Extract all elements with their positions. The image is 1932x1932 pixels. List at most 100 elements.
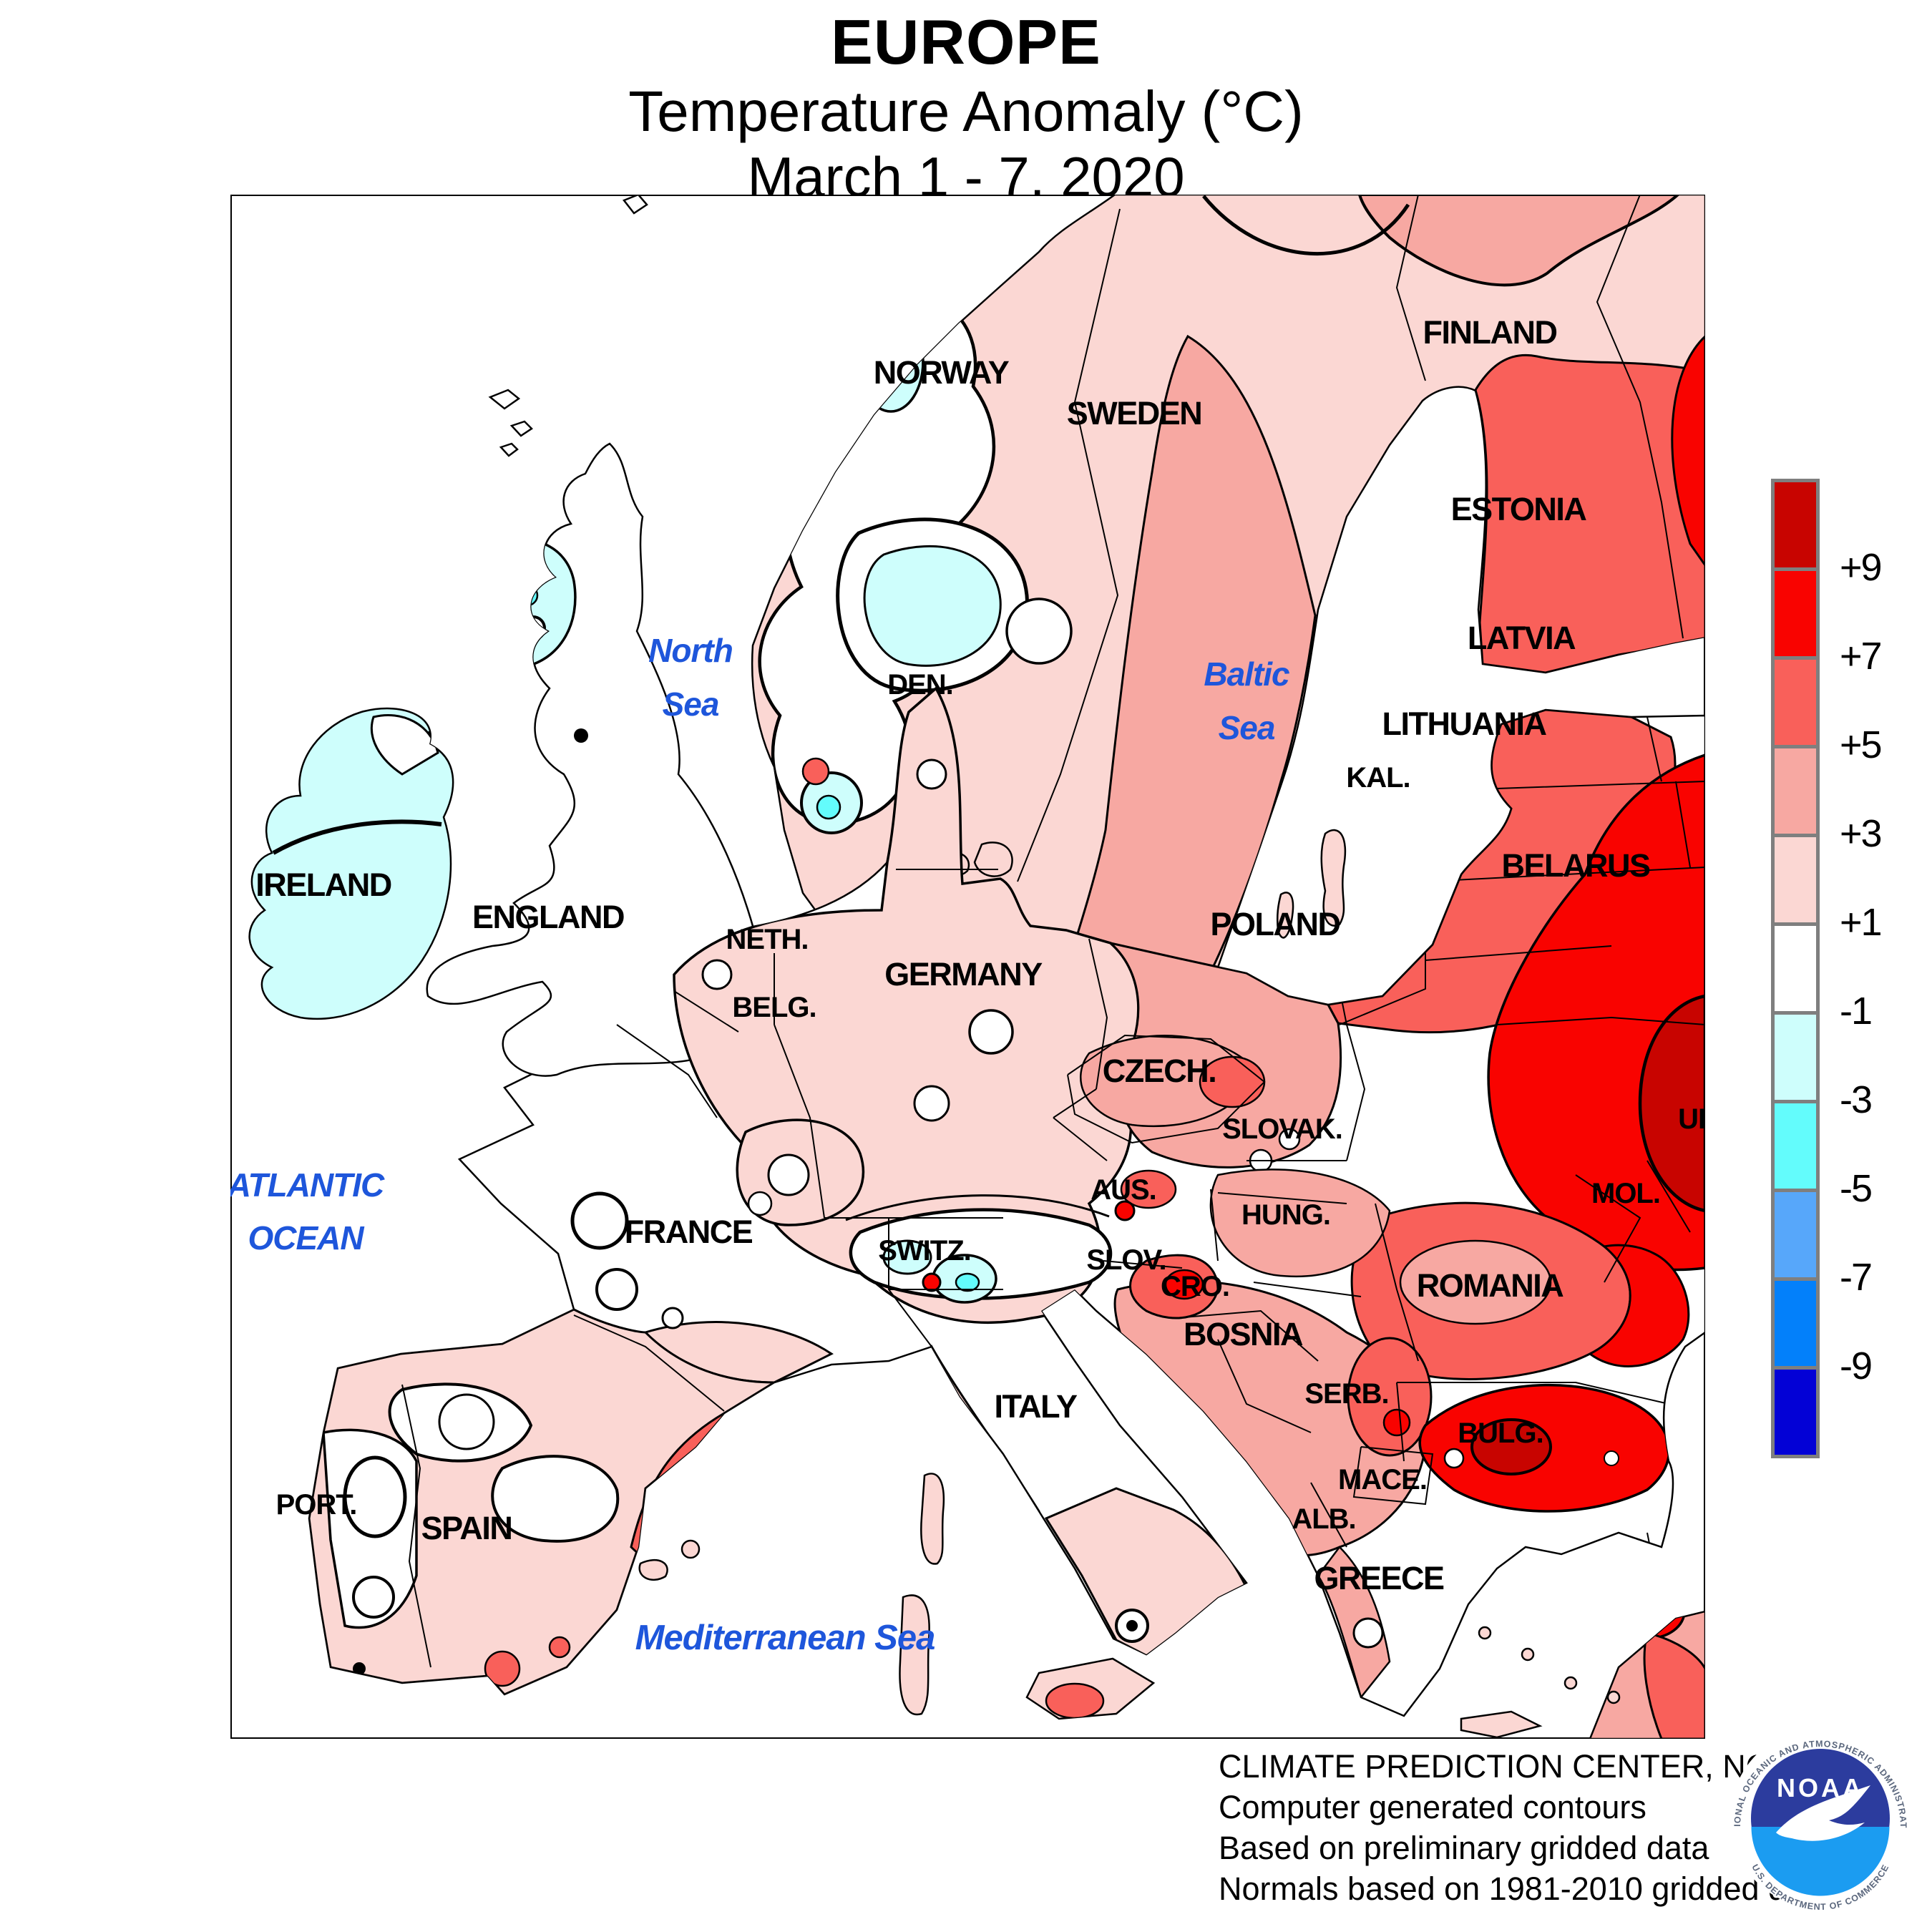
region-czech-plus3 (1080, 1035, 1255, 1128)
map-label-alb: ALB. (1292, 1503, 1355, 1535)
region-romania-east-plus7 (1588, 1244, 1690, 1367)
region-ulster-white (370, 713, 439, 776)
spot-aegean-minus1 (1639, 1599, 1664, 1624)
spot-austria-plus7 (1114, 1200, 1136, 1221)
map-label-belg: BELG. (732, 992, 816, 1023)
legend-label-+3: +3 (1840, 812, 1883, 855)
legend-label--1: -1 (1840, 990, 1873, 1033)
region-serbia-east-plus5 (1347, 1337, 1433, 1457)
spot-sweden-white (1005, 597, 1073, 665)
legend-cell-1 (1771, 567, 1820, 660)
noaa-logo-icon: NATIONAL OCEANIC AND ATMOSPHERIC ADMINIS… (1730, 1728, 1911, 1911)
spot-germany-white-1 (968, 1009, 1014, 1055)
region-bulgaria-plus9 (1470, 1418, 1552, 1475)
spot-greece-white (1352, 1617, 1384, 1649)
map-label-slov: SLOV. (1086, 1244, 1166, 1276)
spot-france-white-1 (767, 1153, 810, 1196)
map-label-greece: GREECE (1314, 1560, 1444, 1596)
contour-france-ring-3 (661, 1307, 684, 1330)
region-pyrenees-minus1 (791, 1465, 836, 1500)
contour-scotland-ring (520, 615, 546, 641)
map-label-estonia: ESTONIA (1451, 491, 1587, 527)
legend-cell-5 (1771, 922, 1820, 1015)
contour-portugal-dot (353, 1662, 366, 1675)
legend-label-+5: +5 (1840, 723, 1883, 766)
spot-serbia-plus7 (1382, 1408, 1411, 1437)
island-aegean-2 (1521, 1647, 1535, 1662)
island-mallorca (638, 1559, 668, 1581)
legend-label--7: -7 (1840, 1256, 1873, 1299)
legend-cell-8 (1771, 1189, 1820, 1281)
islands-shetland (622, 195, 648, 215)
contour-spain-ring-1 (438, 1393, 495, 1450)
region-norway-minus3-south (816, 794, 841, 820)
legend-label--3: -3 (1840, 1078, 1873, 1121)
legend-label--5: -5 (1840, 1167, 1873, 1210)
map-label-cro: CRO. (1161, 1271, 1229, 1302)
contour-pyrenees-ring (779, 1456, 848, 1509)
region-swiss-minus3 (955, 1272, 980, 1292)
legend-label-+9: +9 (1840, 546, 1883, 589)
map-label-port: PORT. (276, 1489, 357, 1521)
contour-italy-toe-dot (1126, 1620, 1138, 1631)
spot-bulgaria-white-2 (1604, 1450, 1619, 1466)
region-swiss-minus1-west (882, 1239, 932, 1275)
region-turkey-plus5 (1643, 1631, 1705, 1739)
map-label-bulg: BULG. (1458, 1418, 1543, 1449)
attribution-line-1: CLIMATE PREDICTION CENTER, NOAA (1219, 1748, 1814, 1785)
map-label-italy: ITALY (994, 1388, 1078, 1425)
attribution: CLIMATE PREDICTION CENTER, NOAA Computer… (1219, 1746, 1831, 1909)
region-spain-nw-white (388, 1382, 533, 1463)
legend-cell-7 (1771, 1100, 1820, 1192)
noaa-logo-wordmark: NOAA (1777, 1773, 1864, 1802)
spot-slovakia-white (1278, 1128, 1301, 1151)
island-aegean-3 (1563, 1676, 1578, 1690)
legend-cell-2 (1771, 656, 1820, 748)
region-transylvania-plus3 (1399, 1239, 1552, 1325)
legend-label--9: -9 (1840, 1345, 1873, 1387)
contour-france-ring-2 (595, 1268, 638, 1311)
map-label-poland: POLAND (1211, 906, 1340, 942)
islands-faroe (488, 389, 533, 457)
map-label-mol: MOL. (1591, 1178, 1660, 1209)
country-borders (401, 195, 1705, 1668)
spot-germany-white-2 (913, 1085, 950, 1122)
legend-label-+1: +1 (1840, 901, 1883, 944)
map-label-mediterranean-sea: Mediterranean Sea (635, 1619, 935, 1657)
spot-spain-south-plus5-1 (484, 1650, 521, 1687)
map-label-england: ENGLAND (472, 899, 624, 935)
island-minorca (680, 1539, 701, 1559)
map-label-ukr: UKR. (1678, 1103, 1705, 1135)
region-karelia-plus7 (1671, 333, 1705, 569)
map-labels: North Sea Baltic Sea ATLANTIC OCEAN Mediterran… (230, 314, 1705, 1657)
region-alps-zero-band (849, 1208, 1113, 1300)
contour-alps-outer (845, 1194, 1110, 1221)
contour-arc-top (1202, 195, 1410, 255)
island-corsica (920, 1473, 945, 1565)
region-scotland-minus3 (516, 584, 539, 607)
map-label-latvia: LATVIA (1468, 620, 1576, 656)
region-greece-west-plus3 (1317, 1546, 1391, 1699)
map-label-lithuania: LITHUANIA (1382, 706, 1547, 742)
map-label-ireland: IRELAND (255, 867, 391, 903)
anomaly-shading (272, 195, 1705, 1739)
map-label-romania: ROMANIA (1417, 1267, 1563, 1304)
map-label-germany: GERMANY (884, 956, 1043, 992)
region-spain-central-white (491, 1455, 620, 1543)
island-crete (1460, 1710, 1541, 1739)
legend-cell-10 (1771, 1366, 1820, 1458)
spot-denmark-white (916, 758, 947, 790)
map-label-atlantic-ocean: ATLANTIC OCEAN (230, 1166, 385, 1257)
legend-cell-4 (1771, 834, 1820, 926)
region-sicily-plus5 (1045, 1682, 1105, 1719)
island-aegean-4 (1606, 1690, 1621, 1704)
map-label-mace: MACE. (1338, 1464, 1427, 1496)
map-label-baltic-sea: Baltic Sea (1204, 655, 1289, 746)
map-label-switz: SWITZ. (878, 1235, 971, 1267)
contour-england-dot-1 (574, 728, 588, 743)
spot-norway-coast-salmon (801, 757, 830, 786)
spot-netherlands-white (701, 959, 733, 990)
contour-portugal-ring-2 (352, 1576, 395, 1619)
attribution-line-4: Normals based on 1981-2010 gridded data (1219, 1870, 1831, 1907)
